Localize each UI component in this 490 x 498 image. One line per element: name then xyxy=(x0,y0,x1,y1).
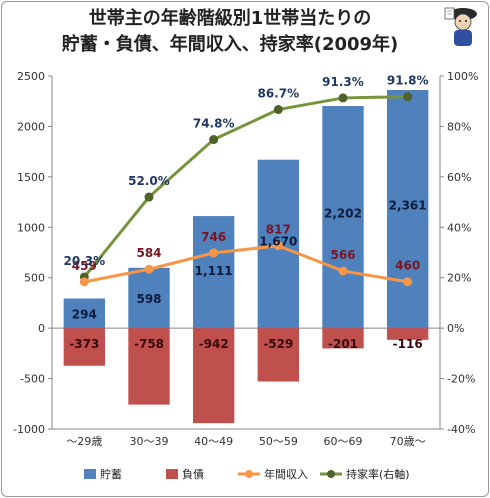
x-category-label: 30～39 xyxy=(130,435,169,448)
debt-bar xyxy=(322,328,364,349)
income-value-label: 566 xyxy=(330,248,355,262)
legend-swatch xyxy=(84,469,96,479)
ownership-point xyxy=(273,105,283,115)
savings-value-label: 1,670 xyxy=(259,235,297,249)
debt-value-label: -758 xyxy=(134,337,164,351)
savings-bar xyxy=(386,90,429,329)
income-value-label: 460 xyxy=(395,259,420,273)
ownership-value-label: 86.7% xyxy=(258,87,300,101)
legend-label: 持家率(右軸) xyxy=(346,467,410,481)
income-point xyxy=(338,266,348,276)
savings-bar xyxy=(128,267,170,329)
chart-title: 世帯主の年齢階級別1世帯当たりの 貯蓄・負債、年間収入、持家率(2009年) xyxy=(20,6,440,58)
savings-bar xyxy=(322,106,364,329)
savings-value-label: 1,111 xyxy=(195,264,233,278)
savings-value-label: 2,361 xyxy=(389,198,427,212)
legend-marker xyxy=(327,470,335,478)
x-category-label: 70歳～ xyxy=(390,435,426,448)
debt-bar xyxy=(128,328,170,405)
y-tick-label: -1000 xyxy=(13,423,45,436)
debt-value-label: -529 xyxy=(263,337,293,351)
title-line-2: 貯蓄・負債、年間収入、持家率(2009年) xyxy=(61,34,399,55)
debt-bar xyxy=(192,328,235,424)
income-value-label: 584 xyxy=(136,246,161,260)
x-category-label: ～29歳 xyxy=(66,435,102,448)
y-tick-label: 0 xyxy=(38,322,45,335)
ownership-point xyxy=(338,93,348,103)
debt-value-label: -373 xyxy=(69,337,99,351)
y2-tick-label: 0% xyxy=(447,322,464,335)
income-point xyxy=(273,241,283,251)
legend-label: 年間収入 xyxy=(264,467,308,481)
income-point xyxy=(144,264,154,274)
savings-bar xyxy=(63,298,106,329)
savings-value-label: 2,202 xyxy=(324,207,362,221)
x-category-label: 50～59 xyxy=(259,435,298,448)
income-line xyxy=(84,244,408,284)
debt-value-label: -942 xyxy=(199,337,229,351)
title-line-1: 世帯主の年齢階級別1世帯当たりの xyxy=(88,8,372,29)
y-tick-label: 1000 xyxy=(17,221,45,234)
debt-bar xyxy=(386,328,429,340)
legend-marker xyxy=(245,470,253,478)
y2-tick-label: 40% xyxy=(447,221,471,234)
income-value-label: 459 xyxy=(72,259,97,273)
debt-bar xyxy=(257,328,300,382)
legend-label: 負債 xyxy=(182,467,204,481)
ownership-value-label: 91.3% xyxy=(322,75,364,89)
income-value-label: 817 xyxy=(266,223,291,237)
ownership-value-label: 91.8% xyxy=(387,74,429,88)
income-point xyxy=(209,248,219,258)
y-tick-label: 2500 xyxy=(17,70,45,83)
ownership-point xyxy=(144,192,154,202)
y-tick-label: -500 xyxy=(20,373,45,386)
ownership-value-label: 20.3% xyxy=(64,254,106,268)
y2-tick-label: 80% xyxy=(447,120,471,133)
debt-bar xyxy=(63,328,106,366)
y-tick-label: 2000 xyxy=(17,120,45,133)
savings-value-label: 598 xyxy=(136,292,161,306)
y-tick-label: 1500 xyxy=(17,171,45,184)
ownership-line xyxy=(83,95,408,278)
debt-value-label: -116 xyxy=(393,337,423,351)
savings-bar xyxy=(192,216,235,329)
y2-tick-label: 100% xyxy=(447,70,478,83)
savings-value-label: 294 xyxy=(72,307,97,321)
income-value-label: 746 xyxy=(201,230,226,244)
y2-tick-label: -40% xyxy=(447,423,475,436)
income-point xyxy=(79,277,89,287)
debt-value-label: -201 xyxy=(328,337,358,351)
mascot-logo xyxy=(444,7,477,46)
y2-tick-label: 20% xyxy=(447,272,471,285)
ownership-value-label: 74.8% xyxy=(193,117,235,131)
ownership-value-label: 52.0% xyxy=(128,174,170,188)
x-category-label: 40～49 xyxy=(194,435,233,448)
y2-tick-label: -20% xyxy=(447,373,475,386)
y-tick-label: 500 xyxy=(24,272,45,285)
x-category-label: 60～69 xyxy=(324,435,363,448)
ownership-point xyxy=(209,135,219,145)
legend-swatch xyxy=(166,469,178,479)
income-point xyxy=(403,277,413,287)
y2-tick-label: 60% xyxy=(447,171,471,184)
ownership-point xyxy=(403,92,413,102)
legend-label: 貯蓄 xyxy=(100,468,122,481)
